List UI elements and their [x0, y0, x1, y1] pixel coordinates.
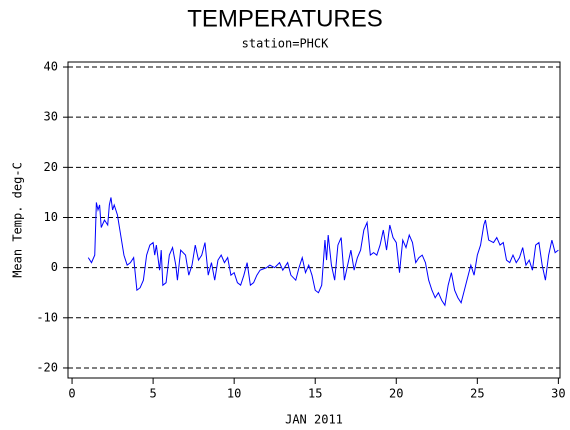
- y-tick-label: 10: [44, 210, 58, 224]
- y-axis-label: Mean Temp. deg-C: [11, 162, 25, 278]
- y-tick-label: 0: [51, 260, 58, 274]
- x-tick-label: 10: [227, 387, 241, 401]
- y-tick-label: -10: [36, 310, 58, 324]
- data-line: [87, 197, 559, 307]
- y-tick-label: 40: [44, 60, 58, 74]
- x-tick-label: 20: [389, 387, 403, 401]
- x-tick-label: 5: [149, 387, 156, 401]
- x-tick-label: 25: [470, 387, 484, 401]
- x-tick-label: 15: [308, 387, 322, 401]
- y-tick-label: 20: [44, 160, 58, 174]
- y-tick-label: -20: [36, 360, 58, 374]
- x-axis-label: JAN 2011: [285, 413, 343, 427]
- plot-frame: [67, 61, 561, 379]
- chart-title: TEMPERATURES: [187, 5, 383, 32]
- x-tick-label: 0: [68, 387, 75, 401]
- chart-subtitle: station=PHCK: [242, 37, 329, 51]
- y-tick-label: 30: [44, 110, 58, 124]
- x-tick-label: 30: [551, 387, 565, 401]
